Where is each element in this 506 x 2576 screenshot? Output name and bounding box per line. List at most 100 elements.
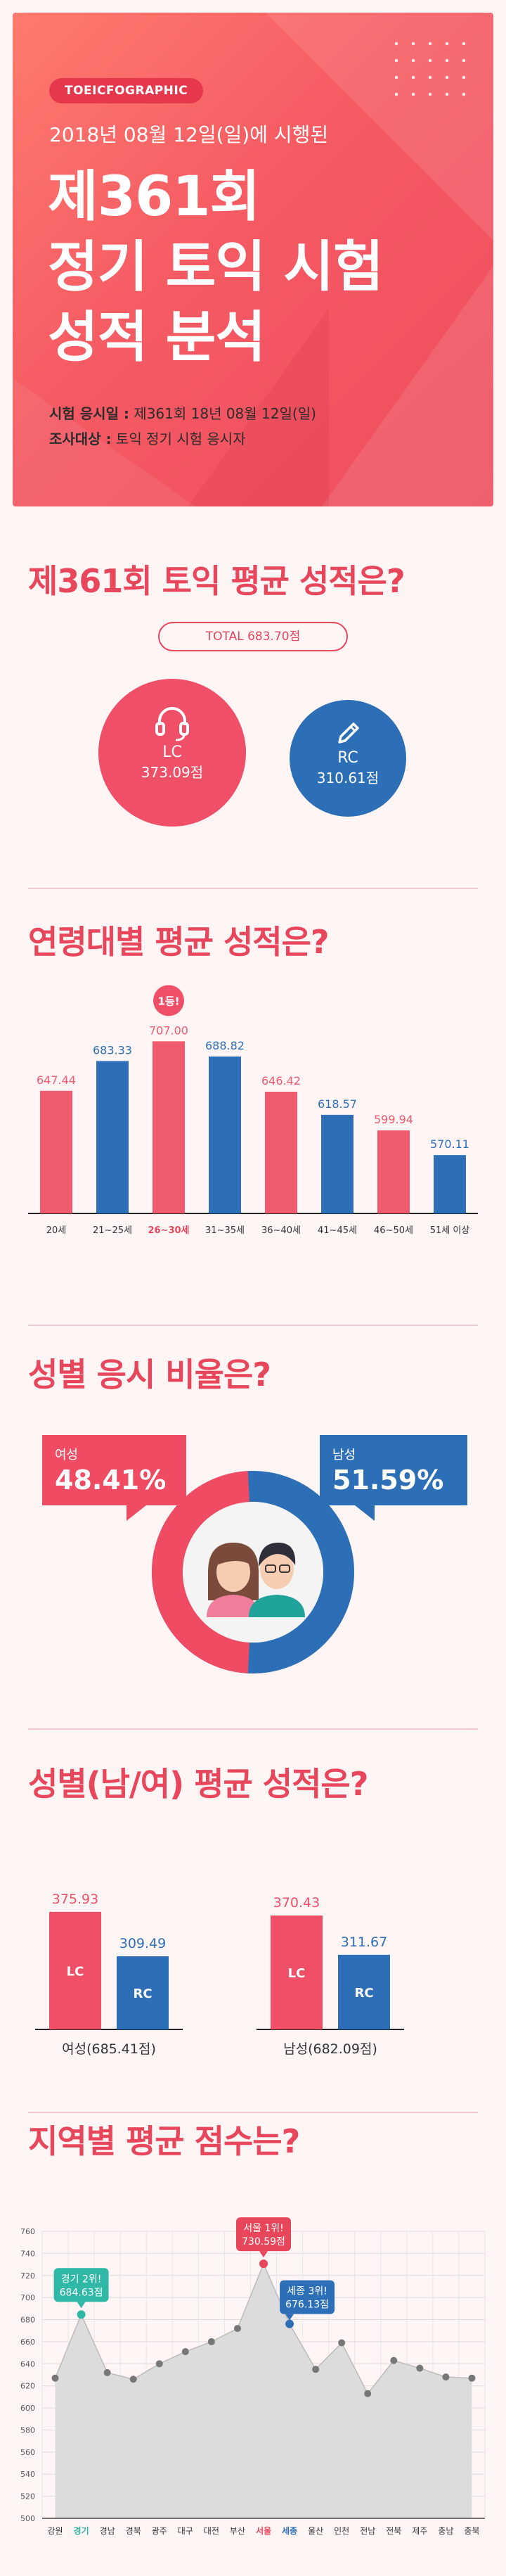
region-category-label: 충남	[438, 2526, 453, 2536]
rc-label: RC	[337, 749, 358, 767]
gender-series-label: RC	[133, 1987, 152, 2001]
rc-value: 310.61점	[316, 770, 379, 786]
region-category-label: 제주	[412, 2526, 427, 2536]
region-category-label: 대전	[204, 2526, 219, 2536]
region-y-tick: 660	[20, 2338, 35, 2347]
region-point	[338, 2339, 346, 2347]
age-category-label: 21~25세	[93, 1225, 132, 1236]
age-bar-chart: 647.44 20세 683.33 21~25세 707.00 26~30세 1등! 688.…	[28, 985, 478, 1236]
region-point	[51, 2374, 59, 2382]
section-title-age: 연령대별 평균 성적은?	[28, 923, 330, 961]
gender-score-value-label: 370.43	[273, 1895, 320, 1911]
age-category-label: 51세 이상	[430, 1225, 470, 1236]
female-ratio-value: 48.41%	[55, 1465, 167, 1496]
brand-badge: TOEICFOGRAPHIC	[49, 78, 204, 103]
gender-score-bar	[49, 1911, 101, 2029]
region-callout-value: 730.59점	[242, 2236, 285, 2247]
region-callout-rank: 서울 1위!	[243, 2223, 284, 2234]
age-bar-value-label: 599.94	[374, 1113, 413, 1126]
female-label: 여성	[55, 1448, 79, 1462]
age-bar	[153, 1041, 185, 1213]
region-category-label: 광주	[152, 2526, 167, 2536]
pencil-icon	[338, 722, 359, 744]
gender-score-bar	[117, 1956, 169, 2029]
gender-series-label: LC	[67, 1964, 84, 1979]
male-label: 남성	[332, 1448, 356, 1462]
region-area-chart: 500 520 540 560 580 600 620 640 660 680 700 720 740 7…	[20, 2217, 486, 2536]
gender-score-bar	[338, 1954, 390, 2029]
target-value: 토익 정기 시험 응시자	[111, 431, 246, 447]
region-category-label: 세종	[282, 2525, 297, 2536]
male-ratio-bubble: 남성 51.59%	[320, 1435, 467, 1521]
age-bar-value-label: 647.44	[37, 1073, 76, 1087]
age-bar-value-label: 707.00	[149, 1024, 188, 1037]
region-callout-pointer	[285, 2314, 294, 2321]
section-divider	[28, 888, 478, 889]
female-ratio-bubble: 여성 48.41%	[42, 1435, 186, 1521]
top-rank-marker-label: 1등!	[157, 995, 179, 1007]
gender-category-label: 여성(685.41점)	[62, 2041, 156, 2057]
section-divider	[28, 1728, 478, 1730]
male-person-illustration	[249, 1543, 305, 1617]
female-ring-segment	[152, 1471, 250, 1673]
gender-series-label: RC	[354, 1986, 373, 2001]
region-category-label: 부산	[230, 2526, 245, 2536]
region-category-label: 강원	[47, 2526, 63, 2536]
male-ratio-value: 51.59%	[332, 1465, 444, 1496]
age-category-label: 31~35세	[205, 1225, 245, 1236]
rc-score-circle: RC 310.61점	[290, 700, 406, 817]
region-callout-pointer	[77, 2302, 86, 2309]
lc-label: LC	[162, 744, 182, 761]
region-point	[233, 2325, 241, 2333]
hero-title: 제361회 정기 토익 시험 성적 분석	[48, 162, 384, 373]
region-area	[55, 2264, 472, 2518]
section-title-region: 지역별 평균 점수는?	[28, 2122, 300, 2160]
hero-banner: TOEICFOGRAPHIC 2018년 08월 12일(일)에 시행된 제36…	[13, 13, 493, 506]
region-y-tick: 520	[20, 2492, 35, 2501]
region-callout-rank: 세종 3위!	[287, 2286, 327, 2297]
region-y-tick: 740	[20, 2249, 35, 2258]
region-category-label: 인천	[334, 2525, 349, 2536]
gender-donut-chart	[152, 1471, 354, 1673]
gender-category-label: 남성(682.09점)	[283, 2041, 377, 2057]
top-rank-marker	[153, 985, 184, 1016]
region-y-tick: 760	[20, 2227, 35, 2236]
gender-series-label: LC	[288, 1966, 306, 1981]
age-bar-value-label: 646.42	[261, 1074, 301, 1088]
gender-score-value-label: 311.67	[341, 1934, 387, 1950]
region-category-label: 경남	[100, 2526, 115, 2536]
age-bar-value-label: 570.11	[430, 1137, 469, 1151]
lc-value: 373.09점	[141, 764, 204, 781]
age-bar	[265, 1091, 297, 1213]
region-point	[103, 2368, 111, 2376]
age-bar-value-label: 688.82	[205, 1039, 245, 1052]
region-category-label: 울산	[308, 2526, 323, 2536]
section-title-average: 제361회 토익 평균 성적은?	[28, 562, 406, 600]
gender-score-value-label: 309.49	[119, 1936, 166, 1951]
age-category-label: 26~30세	[148, 1225, 189, 1236]
region-y-tick: 560	[20, 2448, 35, 2457]
region-category-label: 전북	[386, 2526, 401, 2536]
age-bar-value-label: 683.33	[93, 1043, 132, 1057]
age-bar	[321, 1114, 353, 1213]
region-point	[181, 2348, 189, 2356]
region-point	[442, 2373, 450, 2381]
region-y-tick: 640	[20, 2359, 35, 2368]
region-point	[155, 2360, 163, 2368]
region-category-label: 대구	[178, 2526, 193, 2536]
gender-score-bar	[271, 1915, 323, 2029]
age-bar-value-label: 618.57	[318, 1097, 357, 1111]
region-point	[259, 2259, 268, 2269]
region-callout-box	[53, 2268, 109, 2302]
gender-score-bar-chart: 375.93 LC 309.49 RC 여성(685.41점) 370.43 LC 311.6…	[35, 1892, 404, 2057]
region-point	[77, 2310, 86, 2319]
section-divider	[28, 1325, 478, 1326]
age-bar	[377, 1130, 410, 1213]
headset-icon	[155, 707, 189, 741]
region-point	[207, 2338, 215, 2345]
region-point	[129, 2376, 137, 2383]
hero-subtitle: 2018년 08월 12일(일)에 시행된	[49, 123, 329, 146]
region-callout-box	[236, 2217, 291, 2252]
female-person-illustration	[207, 1543, 260, 1617]
